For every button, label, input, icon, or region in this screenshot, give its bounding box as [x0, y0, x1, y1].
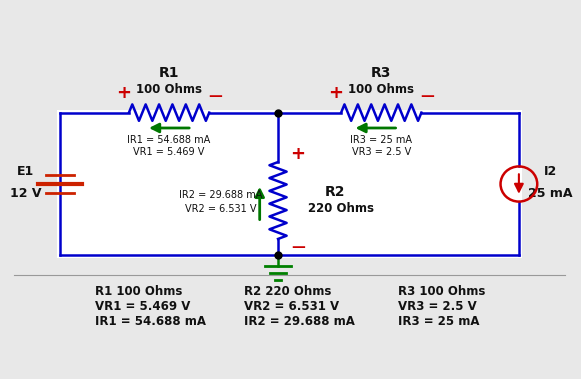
- Bar: [58, 110, 522, 258]
- Text: IR1 = 54.688 mA: IR1 = 54.688 mA: [127, 135, 211, 145]
- Text: +: +: [328, 85, 343, 102]
- Text: R1: R1: [159, 66, 180, 80]
- Text: +: +: [290, 145, 306, 163]
- Text: —: —: [291, 240, 305, 254]
- Text: R2: R2: [325, 185, 346, 199]
- Text: IR3 = 25 mA: IR3 = 25 mA: [350, 135, 413, 145]
- Text: VR3 = 2.5 V: VR3 = 2.5 V: [352, 147, 411, 157]
- Text: I2: I2: [544, 165, 557, 179]
- Text: +: +: [116, 85, 131, 102]
- Text: VR1 = 5.469 V: VR1 = 5.469 V: [95, 300, 190, 313]
- Text: VR2 = 6.531 V: VR2 = 6.531 V: [185, 204, 256, 214]
- Text: VR3 = 2.5 V: VR3 = 2.5 V: [399, 300, 477, 313]
- Text: R3: R3: [371, 66, 392, 80]
- Text: IR1 = 54.688 mA: IR1 = 54.688 mA: [95, 315, 206, 328]
- Text: 100 Ohms: 100 Ohms: [348, 83, 414, 96]
- Text: IR3 = 25 mA: IR3 = 25 mA: [399, 315, 480, 328]
- Text: 220 Ohms: 220 Ohms: [308, 202, 374, 215]
- Text: R1 100 Ohms: R1 100 Ohms: [95, 285, 182, 298]
- Text: R2 220 Ohms: R2 220 Ohms: [243, 285, 331, 298]
- Text: E1: E1: [17, 165, 34, 179]
- Text: IR2 = 29.688 mA: IR2 = 29.688 mA: [179, 190, 263, 200]
- Text: VR2 = 6.531 V: VR2 = 6.531 V: [243, 300, 339, 313]
- Text: R3 100 Ohms: R3 100 Ohms: [399, 285, 486, 298]
- Text: —: —: [420, 89, 434, 103]
- Text: IR2 = 29.688 mA: IR2 = 29.688 mA: [243, 315, 354, 328]
- Text: —: —: [208, 89, 222, 103]
- Text: 25 mA: 25 mA: [528, 187, 573, 200]
- Text: 12 V: 12 V: [10, 187, 41, 200]
- Text: 100 Ohms: 100 Ohms: [136, 83, 202, 96]
- Text: VR1 = 5.469 V: VR1 = 5.469 V: [134, 147, 205, 157]
